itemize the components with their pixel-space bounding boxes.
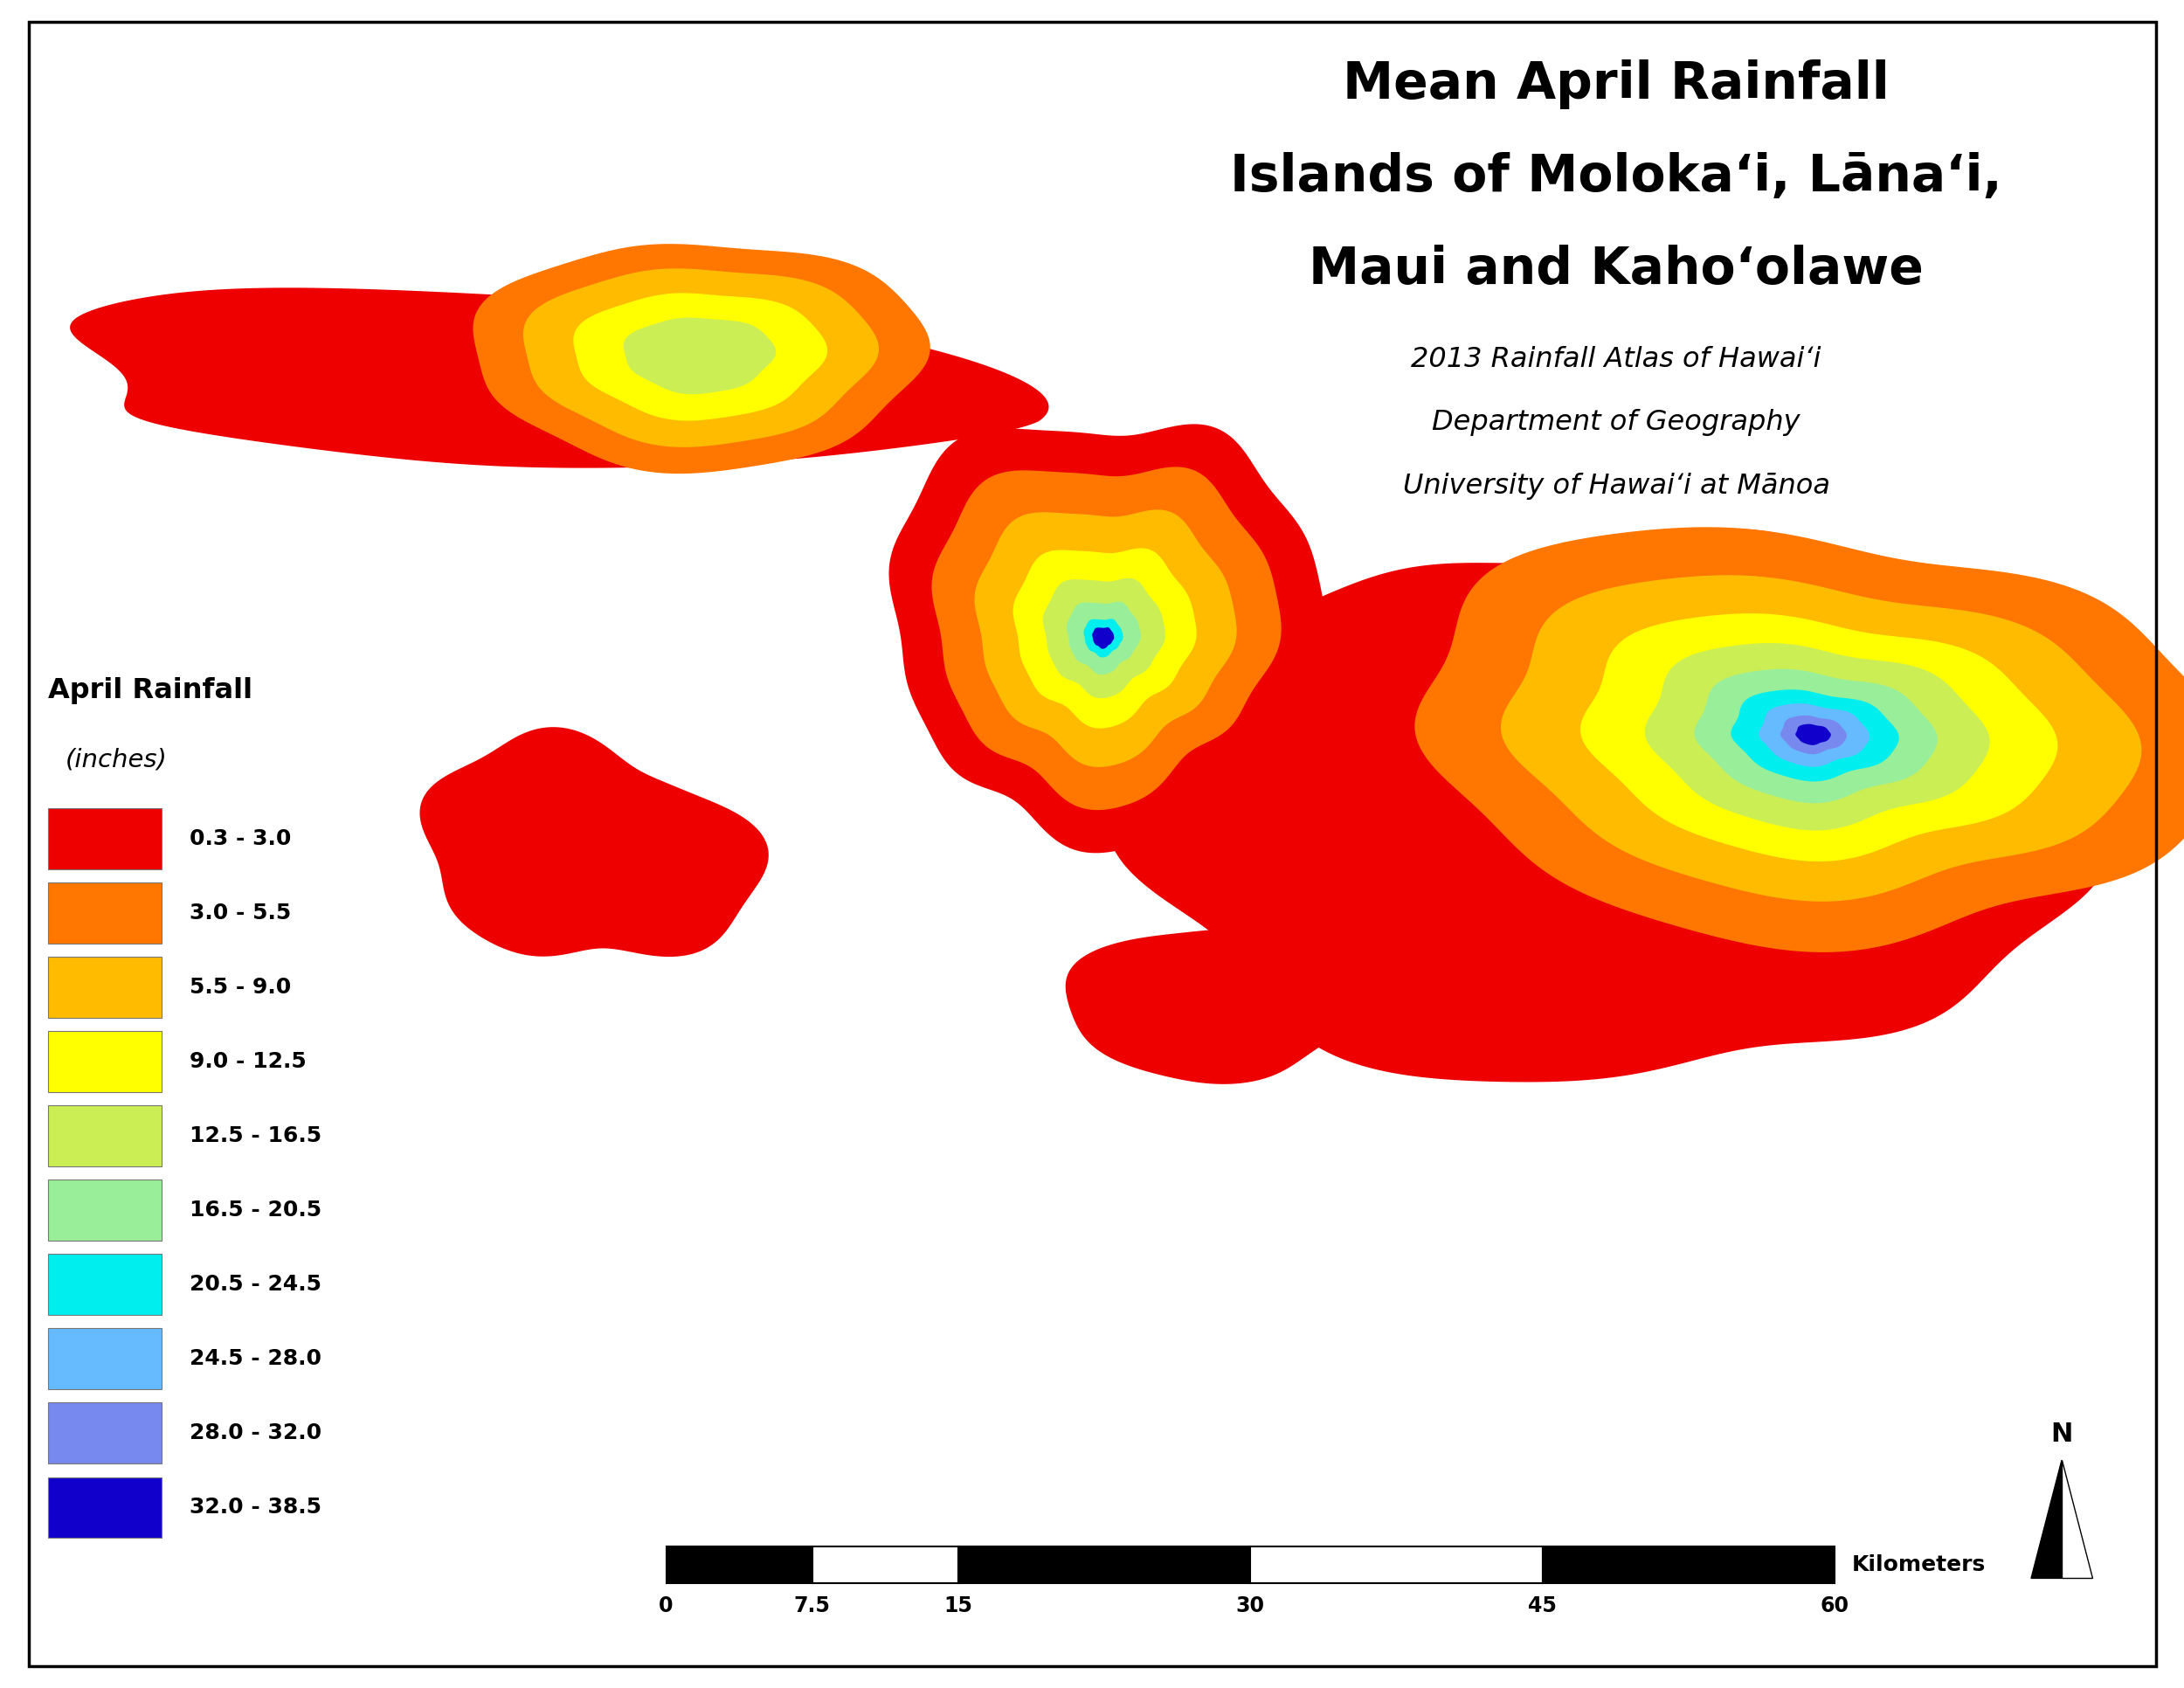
Polygon shape xyxy=(1780,716,1848,755)
Bar xyxy=(1249,1546,1542,1583)
Text: April Rainfall: April Rainfall xyxy=(48,677,253,704)
Text: 12.5 - 16.5: 12.5 - 16.5 xyxy=(190,1126,321,1146)
Bar xyxy=(48,957,162,1018)
Bar xyxy=(48,1477,162,1538)
Text: (inches): (inches) xyxy=(66,748,168,771)
Polygon shape xyxy=(889,424,1326,852)
Polygon shape xyxy=(1695,668,1937,803)
Text: N: N xyxy=(2051,1421,2073,1447)
Polygon shape xyxy=(1758,704,1870,766)
Polygon shape xyxy=(1795,724,1830,744)
Text: 20.5 - 24.5: 20.5 - 24.5 xyxy=(190,1274,321,1295)
Polygon shape xyxy=(1500,576,2143,901)
Polygon shape xyxy=(974,510,1236,766)
Text: University of Hawaiʻi at Mānoa: University of Hawaiʻi at Mānoa xyxy=(1402,473,1830,500)
Text: 3.0 - 5.5: 3.0 - 5.5 xyxy=(190,903,293,923)
Polygon shape xyxy=(933,468,1282,810)
Polygon shape xyxy=(1415,527,2184,952)
Text: Mean April Rainfall: Mean April Rainfall xyxy=(1343,59,1889,110)
Bar xyxy=(48,809,162,869)
Bar xyxy=(666,1546,812,1583)
Text: 7.5: 7.5 xyxy=(795,1595,830,1615)
Text: 5.5 - 9.0: 5.5 - 9.0 xyxy=(190,977,293,998)
Polygon shape xyxy=(70,287,1048,468)
Text: Kilometers: Kilometers xyxy=(1852,1555,1985,1575)
Text: 9.0 - 12.5: 9.0 - 12.5 xyxy=(190,1052,306,1072)
Text: 24.5 - 28.0: 24.5 - 28.0 xyxy=(190,1349,321,1369)
Text: Islands of Molokaʻi, Lānaʻi,: Islands of Molokaʻi, Lānaʻi, xyxy=(1230,152,2003,203)
Polygon shape xyxy=(1645,643,1990,830)
Text: 32.0 - 38.5: 32.0 - 38.5 xyxy=(190,1497,321,1518)
Polygon shape xyxy=(1083,619,1123,657)
Text: 45: 45 xyxy=(1529,1595,1557,1615)
Polygon shape xyxy=(2031,1460,2062,1578)
Text: 30: 30 xyxy=(1236,1595,1265,1615)
Text: 28.0 - 32.0: 28.0 - 32.0 xyxy=(190,1423,321,1443)
Text: 0: 0 xyxy=(660,1595,673,1615)
Bar xyxy=(48,1106,162,1166)
Polygon shape xyxy=(1066,928,1367,1084)
Bar xyxy=(48,1180,162,1241)
Polygon shape xyxy=(419,728,769,957)
Text: 60: 60 xyxy=(1819,1595,1850,1615)
Polygon shape xyxy=(2062,1460,2092,1578)
Polygon shape xyxy=(1581,613,2057,861)
Polygon shape xyxy=(1066,601,1140,675)
Bar xyxy=(48,883,162,944)
Bar xyxy=(959,1546,1249,1583)
Bar xyxy=(48,1403,162,1463)
Text: 0.3 - 3.0: 0.3 - 3.0 xyxy=(190,829,293,849)
Bar xyxy=(48,1031,162,1092)
Polygon shape xyxy=(625,317,775,395)
Polygon shape xyxy=(1044,579,1166,699)
Text: Department of Geography: Department of Geography xyxy=(1433,408,1800,436)
Text: 16.5 - 20.5: 16.5 - 20.5 xyxy=(190,1200,321,1220)
Text: 2013 Rainfall Atlas of Hawaiʻi: 2013 Rainfall Atlas of Hawaiʻi xyxy=(1411,346,1821,373)
Bar xyxy=(812,1546,959,1583)
Text: 15: 15 xyxy=(943,1595,972,1615)
Polygon shape xyxy=(524,268,878,447)
Polygon shape xyxy=(474,243,930,474)
Bar xyxy=(1542,1546,1835,1583)
Polygon shape xyxy=(1013,549,1197,728)
Bar xyxy=(48,1254,162,1315)
Polygon shape xyxy=(1105,528,2112,1082)
Text: Maui and Kahoʻolawe: Maui and Kahoʻolawe xyxy=(1308,245,1924,295)
Polygon shape xyxy=(574,294,828,420)
Bar xyxy=(48,1328,162,1389)
Polygon shape xyxy=(1732,690,1898,782)
Polygon shape xyxy=(1092,628,1114,648)
